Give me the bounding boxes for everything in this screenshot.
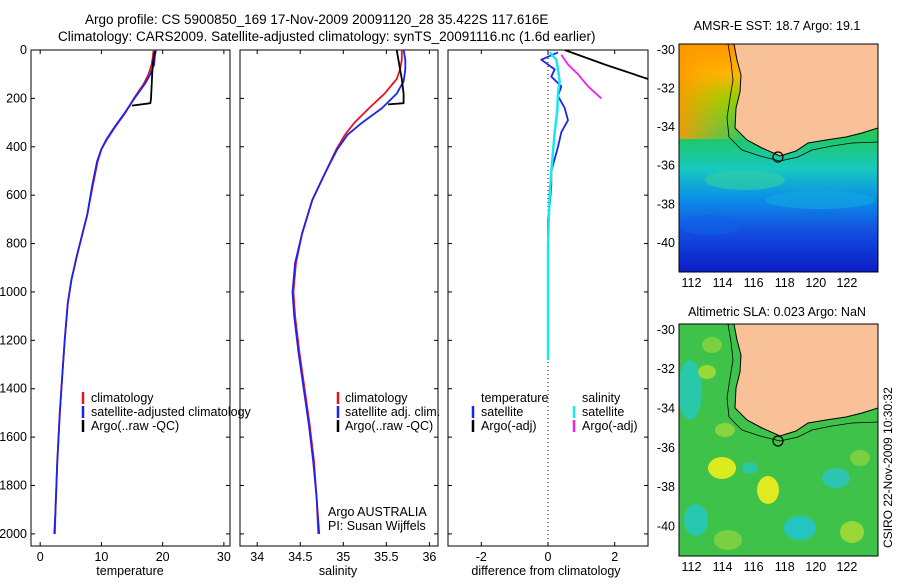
legend-label-temp-satellite: satellite — [481, 405, 523, 419]
x-tick-label: 34 — [250, 550, 264, 564]
y-tick-label: 200 — [6, 91, 27, 105]
x-tick-label: 30 — [217, 550, 231, 564]
temperature-xlabel: temperature — [96, 564, 163, 578]
y-tick-label: 400 — [6, 140, 27, 154]
map-y-tick-label: -30 — [657, 323, 675, 337]
map-y-tick-label: -36 — [657, 441, 675, 455]
series-satellite-adj-clim — [291, 50, 407, 534]
x-tick-label: 36 — [422, 550, 436, 564]
map-x-tick-label: 122 — [836, 560, 857, 574]
series-argo-raw-qc — [131, 50, 157, 107]
y-tick-label: 2000 — [0, 527, 27, 541]
x-tick-label: 0 — [37, 550, 44, 564]
legend-label-climatology: climatology — [345, 391, 408, 405]
map-x-tick-label: 112 — [681, 560, 701, 574]
sst-map-frame — [678, 43, 879, 273]
map-y-tick-label: -40 — [657, 236, 675, 250]
x-tick-label: 34.5 — [288, 550, 312, 564]
map-y-tick-label: -40 — [657, 520, 675, 534]
difference-legend: temperature satellite Argo(-adj) salinit… — [471, 391, 638, 433]
salinity-xlabel: salinity — [319, 564, 358, 578]
y-tick-label: 0 — [20, 43, 27, 57]
argo-pi-label: PI: Susan Wijffels — [328, 519, 426, 533]
footer-credit: CSIRO 22-Nov-2009 10:30:32 — [881, 387, 895, 548]
map-x-tick-label: 122 — [836, 276, 857, 290]
sst-contour — [726, 44, 878, 162]
sst-map-title: AMSR-E SST: 18.7 Argo: 19.1 — [694, 19, 861, 33]
map-x-tick-label: 116 — [744, 276, 764, 290]
legend-label-argo: Argo(..raw -QC) — [91, 419, 179, 433]
map-y-tick-label: -34 — [657, 120, 675, 134]
sla-contour — [726, 324, 878, 442]
sla-map — [679, 324, 878, 556]
x-tick-label: 35.5 — [374, 550, 398, 564]
argo-operator-label: Argo AUSTRALIA — [328, 505, 427, 519]
temperature-legend: climatology satellite-adjusted climatolo… — [81, 391, 252, 433]
map-y-tick-label: -30 — [657, 43, 675, 57]
y-tick-label: 1600 — [0, 430, 27, 444]
sst-float-marker — [772, 151, 784, 163]
sst-land — [733, 44, 878, 157]
difference-xlabel: difference from climatology — [471, 564, 621, 578]
sla-map-frame — [678, 323, 879, 557]
temperature-axes — [30, 49, 231, 547]
map-x-tick-label: 114 — [713, 560, 733, 574]
map-y-tick-label: -32 — [657, 362, 675, 376]
series-argo-raw-qc — [388, 50, 405, 106]
x-tick-label: 35 — [336, 550, 350, 564]
sla-map-title: Altimetric SLA: 0.023 Argo: NaN — [688, 305, 866, 319]
map-y-tick-label: -34 — [657, 402, 675, 416]
map-x-tick-label: 120 — [805, 560, 826, 574]
legend-label-climatology: climatology — [91, 391, 154, 405]
series-salinity-argo-adj — [560, 54, 602, 100]
x-tick-label: 20 — [156, 550, 170, 564]
legend-label-satellite: satellite adj. clim. — [345, 405, 440, 419]
map-y-tick-label: -38 — [657, 197, 675, 211]
series-salinity-satellite — [546, 51, 561, 360]
x-tick-label: 2 — [611, 550, 618, 564]
sst-map — [679, 44, 878, 272]
map-x-tick-label: 118 — [775, 560, 795, 574]
sla-float-marker — [772, 435, 784, 447]
map-x-tick-label: 114 — [713, 276, 733, 290]
map-x-tick-label: 120 — [805, 276, 826, 290]
legend-heading-temperature: temperature — [481, 391, 548, 405]
legend-label-temp-argo: Argo(-adj) — [481, 419, 537, 433]
legend-heading-salinity: salinity — [582, 391, 621, 405]
legend-label-satellite: satellite-adjusted climatology — [91, 405, 252, 419]
series-temperature-argo-adj — [564, 50, 648, 80]
x-tick-label: -2 — [476, 550, 487, 564]
y-tick-label: 800 — [6, 237, 27, 251]
figure-title-line1: Argo profile: CS 5900850_169 17-Nov-2009… — [85, 12, 548, 27]
x-tick-label: 10 — [94, 550, 108, 564]
map-y-tick-label: -36 — [657, 159, 675, 173]
x-tick-label: 0 — [545, 550, 552, 564]
y-tick-label: 1000 — [0, 285, 27, 299]
legend-label-argo: Argo(..raw -QC) — [345, 419, 433, 433]
series-satellite-adjusted-climatology — [53, 50, 157, 534]
legend-label-sal-argo: Argo(-adj) — [582, 419, 638, 433]
map-y-tick-label: -38 — [657, 480, 675, 494]
y-tick-label: 600 — [6, 188, 27, 202]
map-x-tick-label: 116 — [744, 560, 764, 574]
y-tick-label: 1400 — [0, 382, 27, 396]
salinity-legend: climatology satellite adj. clim. Argo(..… — [328, 391, 440, 533]
legend-label-sal-satellite: satellite — [582, 405, 624, 419]
map-y-tick-label: -32 — [657, 81, 675, 95]
map-x-tick-label: 118 — [775, 276, 795, 290]
y-tick-label: 1200 — [0, 333, 27, 347]
y-tick-label: 1800 — [0, 479, 27, 493]
figure-title-line2: Climatology: CARS2009. Satellite-adjuste… — [58, 29, 596, 44]
map-x-tick-label: 112 — [681, 276, 701, 290]
salinity-axes — [239, 49, 439, 547]
